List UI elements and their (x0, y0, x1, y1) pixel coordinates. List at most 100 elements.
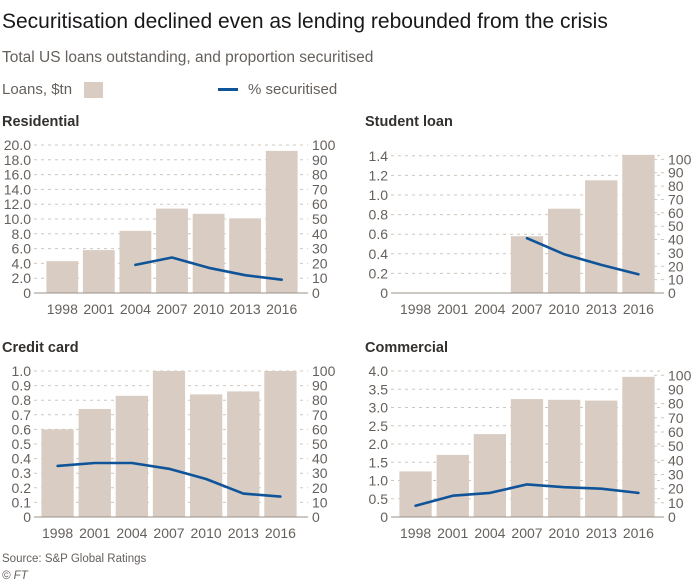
y2-tick-label: 100 (668, 367, 692, 383)
x-tick-label: 2007 (156, 301, 187, 317)
x-tick-label: 2010 (193, 301, 224, 317)
bar-residential-2016 (265, 150, 298, 293)
y-tick-label: 0.2 (12, 480, 32, 496)
bar-commercial-2001 (436, 454, 469, 517)
y2-tick-label: 70 (668, 192, 684, 208)
y2-tick-label: 0 (668, 509, 676, 525)
x-tick-label: 2013 (228, 525, 259, 541)
panel-commercial: 00.51.01.52.02.53.03.54.0010203040506070… (369, 363, 692, 541)
bar-residential-2007 (156, 208, 188, 293)
y-tick-label: 3.0 (369, 400, 389, 416)
y2-tick-label: 60 (668, 424, 684, 440)
x-tick-label: 2010 (549, 525, 580, 541)
y-tick-label: 0.6 (12, 421, 32, 437)
source-note: Source: S&P Global Ratings (2, 553, 147, 565)
y2-tick-label: 20 (312, 255, 328, 271)
y-tick-label: 0.3 (12, 465, 32, 481)
legend-bars-swatch (84, 82, 103, 98)
x-tick-label: 2004 (120, 301, 151, 317)
bar-student-loan-2010 (548, 208, 581, 293)
y2-tick-label: 80 (668, 396, 684, 412)
x-tick-label: 2013 (230, 301, 261, 317)
y2-tick-label: 90 (668, 381, 684, 397)
x-tick-label: 2016 (265, 525, 296, 541)
bar-student-loan-2007 (510, 236, 544, 293)
y-tick-label: 0 (23, 285, 31, 301)
y-tick-label: 20.0 (4, 137, 31, 153)
copyright-note: © FT (2, 570, 28, 582)
panel-title-student-loan: Student loan (365, 114, 453, 130)
y-tick-label: 0.8 (369, 207, 389, 223)
y2-tick-label: 20 (668, 481, 684, 497)
y2-tick-label: 30 (312, 241, 328, 257)
x-tick-label: 2004 (474, 301, 505, 317)
y-tick-label: 0.2 (369, 265, 389, 281)
y2-tick-label: 40 (312, 451, 328, 467)
y-tick-label: 0.9 (12, 378, 32, 394)
y2-tick-label: 80 (668, 178, 684, 194)
y-tick-label: 2.0 (12, 270, 32, 286)
y2-tick-label: 100 (312, 363, 336, 379)
x-tick-label: 2007 (153, 525, 184, 541)
x-tick-label: 2016 (623, 301, 654, 317)
y2-tick-label: 50 (668, 438, 684, 454)
x-tick-label: 1998 (400, 301, 431, 317)
y2-tick-label: 80 (312, 167, 328, 183)
panel-credit-card: 00.10.20.30.40.50.60.70.80.91.0010203040… (12, 363, 336, 541)
chart-subtitle: Total US loans outstanding, and proporti… (2, 49, 374, 66)
y2-tick-label: 50 (312, 436, 328, 452)
y2-tick-label: 40 (668, 452, 684, 468)
y-tick-label: 0.7 (12, 407, 32, 423)
y2-tick-label: 30 (668, 245, 684, 261)
y-tick-label: 16.0 (4, 167, 31, 183)
y-tick-label: 2.0 (369, 436, 389, 452)
y-tick-label: 1.0 (12, 363, 32, 379)
securitised-line-commercial (414, 483, 640, 507)
y-tick-label: 2.5 (369, 418, 389, 434)
y2-tick-label: 50 (668, 218, 684, 234)
x-tick-label: 2013 (586, 525, 617, 541)
y2-tick-label: 40 (668, 232, 684, 248)
securitised-line-credit-card (56, 461, 282, 498)
x-tick-label: 2013 (586, 301, 617, 317)
y-tick-label: 1.4 (369, 148, 389, 164)
panel-title-credit-card: Credit card (2, 340, 79, 356)
bar-commercial-2004 (473, 434, 506, 517)
bar-credit-card-2007 (152, 371, 186, 517)
y-tick-label: 10.0 (4, 211, 31, 227)
y2-tick-label: 80 (312, 392, 328, 408)
x-tick-label: 2016 (623, 525, 654, 541)
bar-credit-card-2013 (227, 391, 260, 517)
x-tick-label: 2001 (437, 525, 468, 541)
bar-credit-card-2010 (190, 394, 223, 517)
x-tick-label: 1998 (47, 301, 78, 317)
y-tick-label: 12.0 (4, 196, 31, 212)
legend-bars-label: Loans, $tn (2, 81, 73, 98)
x-tick-label: 1998 (42, 525, 73, 541)
y-tick-label: 0 (380, 285, 388, 301)
y2-tick-label: 10 (312, 270, 328, 286)
y2-tick-label: 90 (312, 378, 328, 394)
y-tick-label: 0 (23, 509, 31, 525)
y-tick-label: 6.0 (12, 241, 32, 257)
y2-tick-label: 10 (312, 494, 328, 510)
y-tick-label: 1.0 (369, 473, 389, 489)
y-tick-label: 0.6 (369, 226, 389, 242)
bar-commercial-2010 (548, 399, 581, 517)
y2-tick-label: 70 (668, 410, 684, 426)
y2-tick-label: 20 (312, 480, 328, 496)
y-tick-label: 0.4 (12, 451, 32, 467)
bar-credit-card-1998 (41, 429, 74, 517)
bar-residential-2013 (229, 218, 261, 293)
y-tick-label: 4.0 (12, 255, 32, 271)
y2-tick-label: 90 (312, 152, 328, 168)
y-tick-label: 18.0 (4, 152, 31, 168)
bar-commercial-2013 (585, 400, 618, 517)
x-tick-label: 2007 (511, 525, 542, 541)
y2-tick-label: 70 (312, 407, 328, 423)
x-tick-label: 2001 (83, 301, 114, 317)
panel-student-loan: 00.20.40.60.81.01.21.4010203040506070809… (369, 148, 692, 317)
panel-title-commercial: Commercial (365, 340, 449, 356)
y-tick-label: 1.0 (369, 187, 389, 203)
y2-tick-label: 100 (668, 151, 692, 167)
